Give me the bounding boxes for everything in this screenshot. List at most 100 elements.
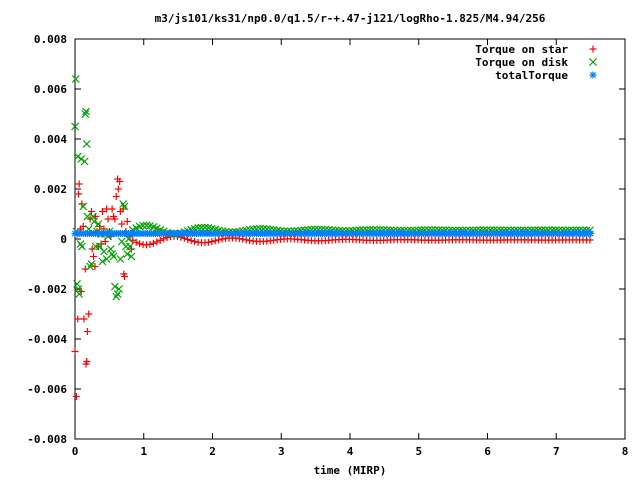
data-point bbox=[88, 208, 95, 215]
data-point bbox=[114, 185, 122, 193]
data-point bbox=[215, 236, 223, 244]
data-point bbox=[81, 110, 90, 118]
data-point bbox=[73, 280, 81, 288]
data-point bbox=[197, 223, 206, 232]
data-point bbox=[75, 180, 83, 188]
x-tick-label: 1 bbox=[140, 445, 147, 458]
data-point bbox=[242, 236, 250, 244]
y-tick-label: 0.002 bbox=[34, 183, 67, 196]
data-point bbox=[91, 263, 99, 270]
data-point bbox=[88, 212, 97, 221]
data-point bbox=[95, 242, 104, 251]
data-point bbox=[208, 238, 216, 246]
legend-label: Torque on disk bbox=[475, 56, 568, 69]
data-point bbox=[116, 255, 125, 263]
y-tick-label: 0 bbox=[60, 233, 67, 246]
y-tick-label: -0.006 bbox=[27, 383, 67, 396]
series-totaltorque bbox=[71, 230, 595, 237]
series-torque-on-disk bbox=[71, 75, 594, 301]
chart-title: m3/js101/ks31/np0.0/q1.5/r-+.47-j121/log… bbox=[155, 12, 546, 25]
data-point bbox=[104, 215, 112, 223]
data-point bbox=[111, 215, 119, 223]
x-tick-label: 2 bbox=[209, 445, 216, 458]
data-point bbox=[136, 240, 144, 248]
data-point bbox=[146, 240, 154, 248]
x-tick-label: 0 bbox=[72, 445, 79, 458]
data-point bbox=[119, 205, 127, 213]
x-tick-label: 7 bbox=[553, 445, 560, 458]
data-point bbox=[85, 310, 93, 318]
data-point bbox=[126, 242, 134, 251]
axes: 0 1 2 3 4 5 6 7 8 -0.008 -0.006 -0.004 -0.002 0 0.002 0… bbox=[27, 33, 628, 458]
legend-marker bbox=[589, 45, 597, 53]
data-point bbox=[106, 245, 115, 253]
y-tick-label: 0.006 bbox=[34, 83, 67, 96]
legend-marker bbox=[589, 58, 597, 66]
x-tick-label: 4 bbox=[347, 445, 354, 458]
data-point bbox=[123, 250, 132, 258]
data-point bbox=[75, 290, 84, 298]
data-point bbox=[99, 208, 106, 215]
data-point bbox=[71, 75, 80, 83]
data-point bbox=[120, 202, 129, 211]
data-point bbox=[83, 358, 91, 365]
data-point bbox=[112, 292, 121, 301]
data-point bbox=[73, 152, 82, 161]
data-point bbox=[74, 190, 82, 198]
legend-marker bbox=[589, 71, 597, 79]
data-point bbox=[201, 223, 209, 232]
data-point bbox=[82, 107, 90, 116]
data-point bbox=[87, 260, 96, 268]
data-point bbox=[108, 205, 116, 213]
data-point bbox=[74, 315, 82, 323]
data-point bbox=[71, 348, 79, 355]
data-point bbox=[80, 157, 89, 166]
data-point bbox=[88, 245, 96, 253]
data-point bbox=[83, 328, 91, 335]
data-point bbox=[132, 238, 140, 246]
data-point bbox=[123, 218, 131, 225]
legend-label: Torque on star bbox=[475, 43, 568, 56]
data-point bbox=[191, 238, 199, 246]
data-point bbox=[187, 237, 195, 245]
data-point bbox=[149, 239, 157, 247]
data-marks bbox=[71, 75, 595, 400]
data-point bbox=[184, 235, 192, 243]
data-point bbox=[78, 200, 86, 208]
data-point bbox=[211, 237, 219, 245]
data-point bbox=[76, 240, 85, 248]
data-point bbox=[82, 140, 91, 148]
data-point bbox=[127, 252, 136, 261]
data-point bbox=[118, 220, 126, 228]
data-point bbox=[115, 285, 123, 293]
data-point bbox=[117, 237, 126, 246]
data-point bbox=[109, 252, 118, 261]
y-tick-label: -0.002 bbox=[27, 283, 67, 296]
data-point bbox=[139, 221, 147, 230]
data-point bbox=[110, 282, 119, 291]
legend-label: totalTorque bbox=[495, 69, 568, 82]
y-tick-label: 0.008 bbox=[34, 33, 67, 46]
data-point bbox=[77, 155, 86, 163]
x-tick-label: 6 bbox=[484, 445, 491, 458]
y-tick-label: 0.004 bbox=[34, 133, 67, 146]
data-point bbox=[98, 257, 107, 266]
data-point bbox=[586, 236, 594, 244]
data-point bbox=[116, 178, 124, 185]
data-point bbox=[156, 236, 164, 244]
data-point bbox=[94, 220, 103, 228]
data-point bbox=[80, 315, 88, 323]
data-point bbox=[108, 250, 117, 258]
data-point bbox=[218, 235, 226, 243]
data-point bbox=[99, 247, 108, 256]
data-point bbox=[153, 238, 161, 246]
data-point bbox=[79, 202, 88, 211]
x-tick-label: 3 bbox=[278, 445, 285, 458]
x-tick-label: 8 bbox=[622, 445, 629, 458]
data-point bbox=[239, 235, 247, 243]
x-axis-label: time (MIRP) bbox=[314, 464, 387, 477]
data-point bbox=[90, 253, 98, 260]
data-point bbox=[71, 122, 79, 131]
